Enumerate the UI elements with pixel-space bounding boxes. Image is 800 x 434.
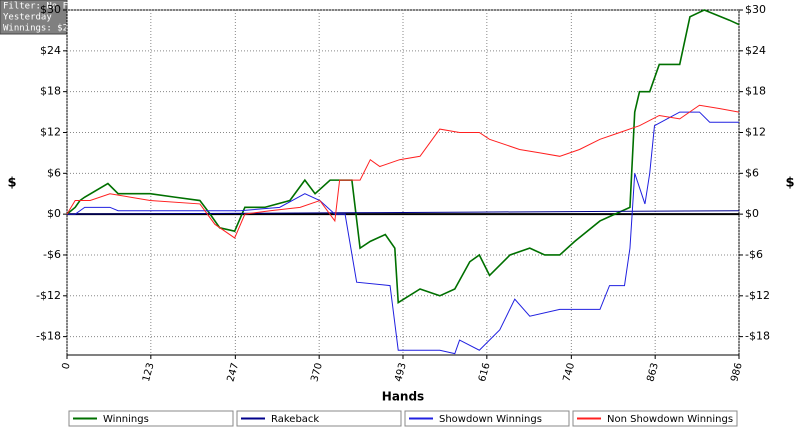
y-tick-label: $24 [40, 44, 61, 57]
y-tick-label: $6 [47, 166, 61, 179]
x-tick-label: 247 [226, 362, 242, 383]
y2-tick-label: $24 [745, 44, 766, 57]
data-line [66, 9, 740, 304]
y-tick-label: -$18 [36, 330, 61, 343]
data-line [66, 210, 740, 215]
y2-axis-title: $ [785, 176, 794, 191]
x-tick-label: 986 [729, 362, 745, 383]
y2-tick-label: $12 [745, 125, 766, 138]
legend-label: Non Showdown Winnings [607, 414, 733, 425]
y-axis-title: $ [7, 176, 16, 191]
legend-item [404, 410, 570, 427]
y-tick-label: -$12 [36, 289, 61, 302]
info-line: Yesterday [3, 13, 52, 23]
y-tick-label: $0 [47, 207, 61, 220]
y-tick-label: $18 [40, 85, 61, 98]
legend-item [572, 410, 738, 427]
info-line: Filter: No Filter [3, 2, 96, 12]
y2-tick-label: $0 [745, 207, 759, 220]
x-tick-label: 0 [61, 362, 73, 371]
y-tick-label: $12 [40, 125, 61, 138]
legend-label: Winnings [103, 414, 149, 425]
x-tick-label: 740 [562, 362, 578, 383]
y2-tick-label: -$18 [745, 330, 770, 343]
x-tick-label: 123 [141, 362, 157, 383]
legend-item [68, 410, 234, 427]
legend-item [236, 410, 402, 427]
data-line [67, 111, 739, 355]
legend-label: Rakeback [271, 414, 319, 425]
legend-label: Showdown Winnings [439, 414, 542, 425]
y-tick-label: -$6 [43, 248, 61, 261]
y2-tick-label: -$12 [745, 289, 770, 302]
info-line: Winnings: $27.86 [3, 24, 90, 34]
data-line [66, 104, 740, 239]
x-axis-title: Hands [382, 390, 424, 404]
x-tick-label: 863 [645, 362, 661, 383]
y2-tick-label: $30 [745, 3, 766, 16]
x-tick-label: 616 [477, 362, 493, 383]
x-tick-label: 370 [309, 362, 325, 383]
y2-tick-label: $18 [745, 85, 766, 98]
x-tick-label: 493 [393, 362, 409, 383]
y2-tick-label: $6 [745, 166, 759, 179]
y-tick-label: $30 [40, 3, 61, 16]
y2-tick-label: -$6 [745, 248, 763, 261]
